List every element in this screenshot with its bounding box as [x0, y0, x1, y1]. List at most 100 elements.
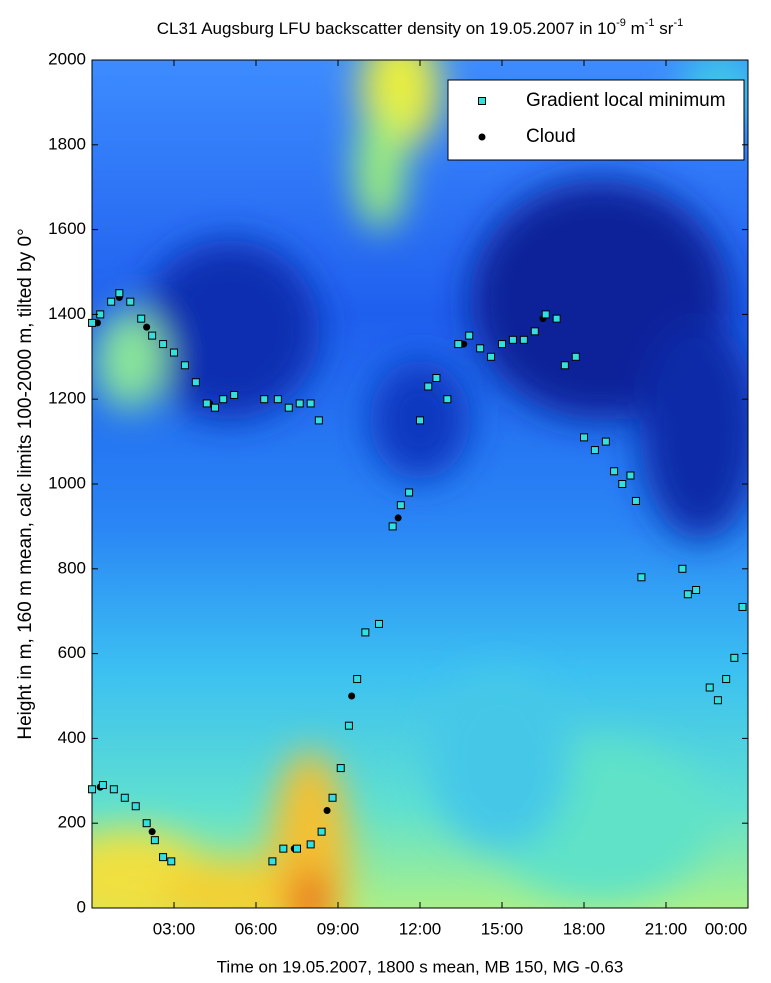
point	[722, 675, 731, 684]
point	[610, 467, 619, 476]
point	[713, 696, 722, 705]
point	[560, 361, 569, 370]
point	[230, 390, 239, 399]
point	[150, 836, 159, 845]
point	[273, 395, 282, 404]
legend-label: Gradient local minimum	[526, 90, 726, 111]
point	[405, 488, 414, 497]
point	[306, 840, 315, 849]
point	[678, 564, 687, 573]
point	[443, 395, 452, 404]
point	[683, 590, 692, 599]
legend	[447, 79, 745, 161]
point	[519, 335, 528, 344]
point	[394, 514, 402, 522]
point	[142, 819, 151, 828]
x-tick-label: 12:00	[399, 919, 442, 938]
point	[465, 331, 474, 340]
y-tick-label: 400	[58, 728, 86, 747]
y-tick-label: 800	[58, 558, 86, 577]
title-part: m	[626, 19, 645, 38]
point	[293, 844, 301, 853]
point	[336, 764, 345, 773]
point	[375, 619, 383, 628]
point	[191, 378, 200, 387]
y-tick-label: 1200	[48, 389, 86, 408]
point	[148, 331, 157, 340]
point	[211, 403, 219, 412]
point	[361, 628, 370, 637]
point	[98, 781, 107, 790]
point	[424, 382, 433, 391]
legend-marker	[478, 133, 486, 141]
chart-title: CL31 Augsburg LFU backscatter density on…	[157, 17, 683, 39]
point	[692, 586, 701, 594]
point	[159, 853, 168, 862]
point	[508, 335, 517, 344]
title-part: -9	[616, 17, 626, 29]
point	[314, 416, 323, 425]
point	[498, 340, 506, 349]
y-tick-label: 1800	[48, 134, 86, 153]
point	[552, 314, 561, 323]
title-part: -1	[673, 17, 683, 29]
point	[396, 501, 405, 510]
backscatter-heatmap	[92, 60, 748, 908]
x-tick-label: 03:00	[153, 919, 196, 938]
point	[571, 352, 580, 361]
point	[590, 446, 599, 455]
point	[120, 793, 129, 802]
point	[348, 692, 356, 700]
point	[353, 675, 362, 684]
point	[626, 471, 635, 480]
point	[260, 395, 269, 404]
point	[476, 344, 485, 353]
legend-label: Cloud	[526, 126, 576, 147]
point	[137, 314, 146, 323]
point	[705, 683, 714, 692]
point	[306, 399, 315, 408]
y-tick-label: 0	[77, 897, 86, 916]
point	[279, 844, 288, 853]
point	[109, 785, 118, 794]
point	[344, 721, 353, 730]
point	[454, 340, 463, 349]
y-tick-label: 1000	[48, 473, 86, 492]
point	[170, 348, 178, 357]
point	[580, 433, 588, 442]
y-tick-label: 2000	[48, 49, 86, 68]
point	[180, 361, 189, 370]
x-tick-label: 00:00	[705, 919, 748, 938]
x-tick-label: 15:00	[481, 919, 524, 938]
point	[317, 827, 326, 836]
point	[268, 857, 277, 866]
point	[631, 496, 640, 505]
x-tick-label: 18:00	[563, 919, 606, 938]
point	[388, 522, 397, 531]
x-tick-label: 21:00	[645, 919, 688, 938]
point	[88, 785, 96, 794]
point	[148, 828, 156, 836]
point	[202, 399, 211, 408]
point	[323, 806, 331, 814]
point	[143, 323, 151, 331]
y-tick-label: 600	[58, 643, 86, 662]
point	[219, 395, 228, 404]
point	[115, 289, 124, 298]
point	[159, 340, 168, 349]
point	[601, 437, 610, 446]
x-tick-label: 06:00	[235, 919, 278, 938]
point	[295, 399, 304, 408]
point	[131, 802, 140, 811]
point	[730, 653, 739, 662]
point	[88, 318, 96, 327]
point	[541, 310, 550, 319]
x-tick-label: 09:00	[317, 919, 360, 938]
point	[328, 793, 337, 802]
y-axis-label: Height in m, 160 m mean, calc limits 100…	[15, 228, 36, 739]
y-tick-label: 200	[58, 813, 86, 832]
point	[284, 403, 293, 412]
title-part: CL31 Augsburg LFU backscatter density on…	[157, 19, 616, 38]
y-tick-label: 1400	[48, 304, 86, 323]
